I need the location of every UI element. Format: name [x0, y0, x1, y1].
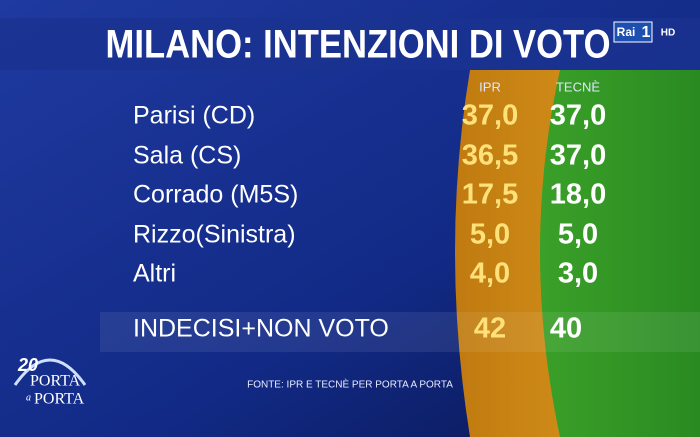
channel-logo: [613, 21, 653, 43]
logo-number: 20: [17, 355, 38, 375]
title-band: [0, 18, 700, 70]
tecne-value: 37,0: [550, 140, 606, 172]
total-label: INDECISI+NON VOTO: [133, 315, 389, 343]
source: FONTE: IPR E TECNÈ PER PORTA A PORTA: [247, 378, 453, 391]
candidate: Altri: [133, 260, 176, 288]
total-band: [100, 312, 700, 352]
candidate: Sala (CS): [133, 142, 241, 170]
total-ipr: 42: [474, 313, 506, 345]
ipr-value: 17,5: [462, 179, 518, 211]
tecne-band: [540, 70, 700, 437]
ipr-value: 5,0: [470, 219, 510, 251]
column-header: TECNÈ: [556, 79, 600, 94]
logo-line2: a: [26, 392, 31, 403]
candidate: Rizzo(Sinistra): [133, 221, 296, 249]
candidate: Corrado (M5S): [133, 181, 298, 209]
candidate: Parisi (CD): [133, 102, 255, 130]
title: MILANO: INTENZIONI DI VOTO: [106, 23, 611, 67]
ipr-value: 36,5: [462, 140, 518, 172]
channel: Rai: [617, 25, 636, 39]
show-logo: 20 PORTA a PORTA: [13, 355, 87, 408]
column-header: IPR: [479, 79, 501, 94]
logo-line3: PORTA: [34, 391, 85, 408]
hd: HD: [661, 28, 675, 39]
table: IPR TECNÈ Parisi (CD) 37,0 37,0 Sala (CS) 36,5…: [133, 79, 606, 344]
channel-number: 1: [642, 24, 651, 41]
total-tecne: 40: [550, 313, 582, 345]
tecne-value: 5,0: [558, 219, 598, 251]
ipr-value: 4,0: [470, 258, 510, 290]
ipr-value: 37,0: [462, 100, 518, 132]
tecne-value: 18,0: [550, 179, 606, 211]
tecne-value: 3,0: [558, 258, 598, 290]
tecne-value: 37,0: [550, 100, 606, 132]
logo-arc: [13, 358, 87, 386]
logo-line1: PORTA: [30, 373, 81, 390]
